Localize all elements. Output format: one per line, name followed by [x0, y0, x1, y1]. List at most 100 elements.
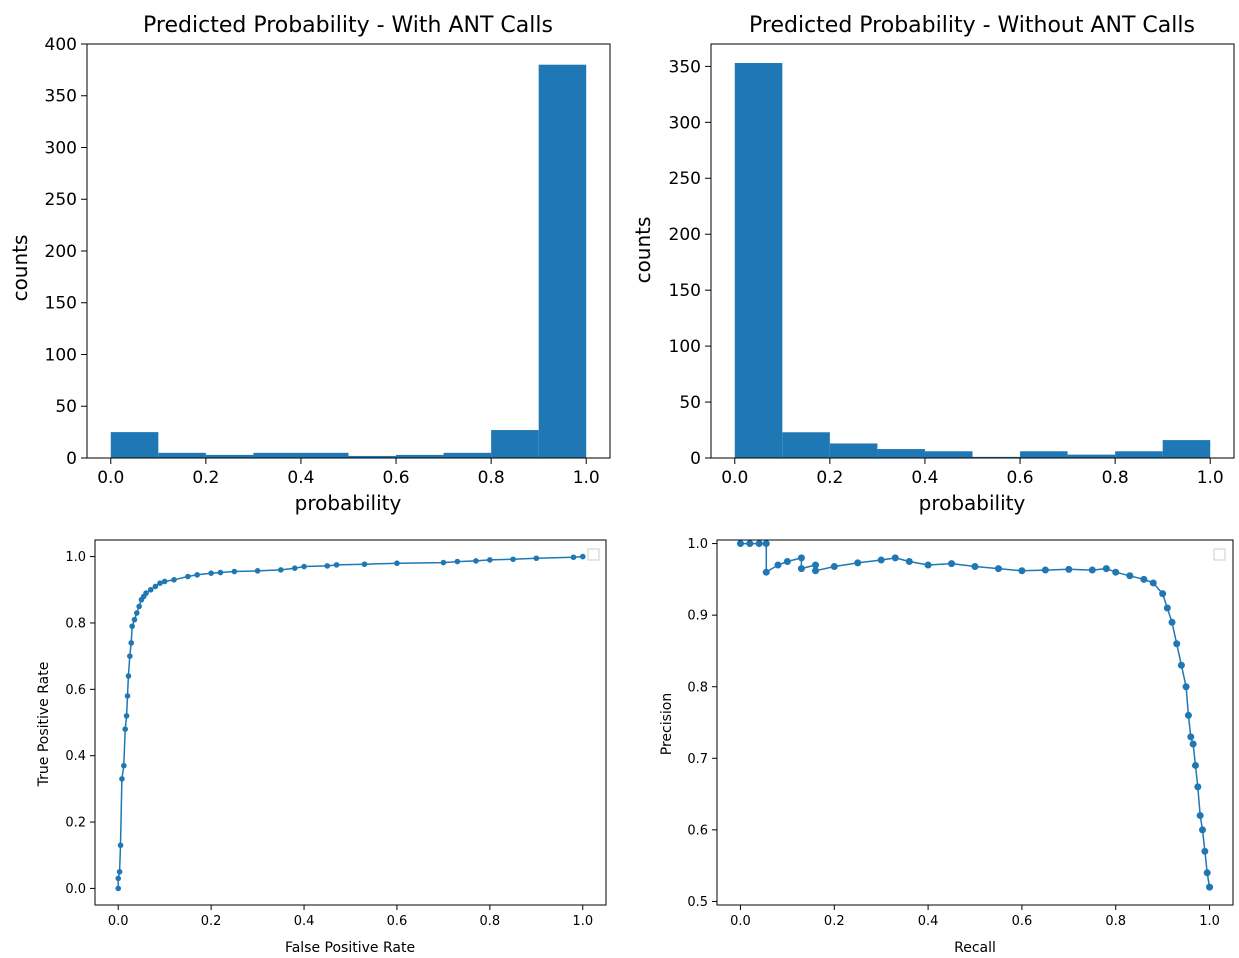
histogram-bar: [877, 449, 925, 458]
data-point: [208, 570, 214, 576]
data-point: [1187, 733, 1195, 741]
panel-with-ant-calls-histogram: Predicted Probability - With ANT Calls p…: [8, 13, 611, 515]
data-point: [473, 558, 479, 564]
data-point: [924, 561, 932, 569]
histogram-bar: [348, 455, 397, 458]
data-point: [1018, 567, 1026, 575]
data-point: [1199, 826, 1207, 834]
x-tick-label: 0.4: [918, 914, 939, 929]
y-tick-label: 200: [669, 225, 701, 245]
data-point: [115, 875, 122, 882]
x-tick-label: 0.2: [816, 468, 843, 488]
data-point: [1168, 618, 1176, 626]
legend-box: [587, 548, 600, 561]
x-tick-label: 1.0: [573, 468, 600, 488]
data-point: [487, 557, 493, 563]
y-tick-label: 100: [45, 345, 77, 365]
data-point: [129, 623, 135, 630]
data-point: [116, 869, 123, 875]
histogram-bar: [300, 452, 349, 458]
x-tick-label: 0.6: [1007, 468, 1034, 488]
data-point: [1065, 565, 1073, 573]
data-point: [812, 561, 820, 569]
y-tick-label: 150: [45, 294, 77, 314]
data-point: [1041, 566, 1049, 574]
histogram-bar: [491, 430, 539, 458]
data-point: [124, 693, 131, 699]
x-tick-label: 0.6: [387, 914, 408, 929]
histogram-bar: [1067, 454, 1116, 458]
histogram-bar: [443, 452, 492, 458]
x-tick-label: 0.0: [108, 914, 129, 929]
data-point: [394, 560, 400, 567]
data-point: [128, 640, 135, 646]
data-point: [1201, 847, 1209, 855]
data-point: [361, 561, 368, 568]
data-point: [125, 673, 132, 679]
y-tick-label: 0: [690, 449, 701, 469]
data-point: [533, 555, 540, 562]
data-point: [136, 603, 142, 610]
data-point: [143, 590, 149, 596]
y-tick-label: 0.6: [65, 683, 86, 698]
y-axis-label: Precision: [659, 693, 675, 755]
data-point: [161, 578, 168, 585]
data-point: [1159, 590, 1167, 598]
x-tick-label: 0.0: [730, 914, 751, 929]
data-point: [117, 842, 124, 849]
x-tick-label: 0.4: [911, 468, 938, 488]
data-point: [905, 557, 913, 565]
data-point: [119, 776, 125, 782]
x-axis-label: probability: [919, 491, 1026, 515]
histogram-bar: [829, 443, 878, 458]
plot-frame: [94, 539, 607, 906]
y-tick-label: 1.0: [687, 537, 708, 552]
data-point: [278, 567, 284, 573]
y-tick-label: 200: [45, 242, 77, 262]
y-tick-label: 1.0: [65, 550, 86, 565]
histogram-bar: [253, 452, 301, 458]
data-point: [736, 540, 744, 548]
data-point: [123, 713, 130, 719]
histogram-bar: [972, 456, 1021, 458]
y-axis-label: counts: [8, 235, 32, 302]
data-point: [194, 572, 200, 578]
y-axis-label: True Positive Rate: [36, 662, 52, 788]
y-tick-label: 150: [669, 281, 701, 301]
data-point: [891, 554, 899, 562]
data-point: [131, 616, 138, 623]
x-tick-label: 0.8: [480, 914, 501, 929]
y-axis-label: counts: [631, 217, 655, 284]
histogram-bar: [110, 432, 159, 458]
data-point: [1194, 783, 1202, 791]
data-point: [157, 580, 163, 586]
data-point: [812, 567, 820, 575]
histogram-bar: [538, 64, 587, 458]
data-point: [762, 540, 770, 548]
y-tick-label: 0.8: [687, 680, 708, 695]
x-tick-label: 1.0: [572, 914, 593, 929]
data-point: [746, 540, 754, 548]
histogram-bar: [1115, 451, 1163, 458]
histogram-bar: [396, 454, 444, 458]
x-axis-label: probability: [295, 491, 402, 515]
data-point: [121, 762, 127, 769]
data-point: [324, 563, 331, 569]
y-tick-label: 350: [669, 57, 701, 77]
x-tick-label: 0.8: [1102, 468, 1129, 488]
data-point: [231, 568, 238, 575]
data-point: [1088, 566, 1096, 574]
x-tick-label: 0.8: [1105, 914, 1126, 929]
data-point: [948, 560, 956, 568]
data-point: [579, 553, 586, 560]
data-point: [1126, 572, 1134, 580]
data-point: [510, 556, 516, 563]
y-tick-label: 0: [66, 449, 77, 469]
data-point: [1191, 761, 1199, 769]
data-point: [1196, 812, 1204, 820]
histogram-bar: [924, 451, 973, 458]
histogram-bar: [782, 432, 830, 458]
data-point: [570, 554, 577, 561]
x-axis-label: False Positive Rate: [285, 940, 415, 956]
